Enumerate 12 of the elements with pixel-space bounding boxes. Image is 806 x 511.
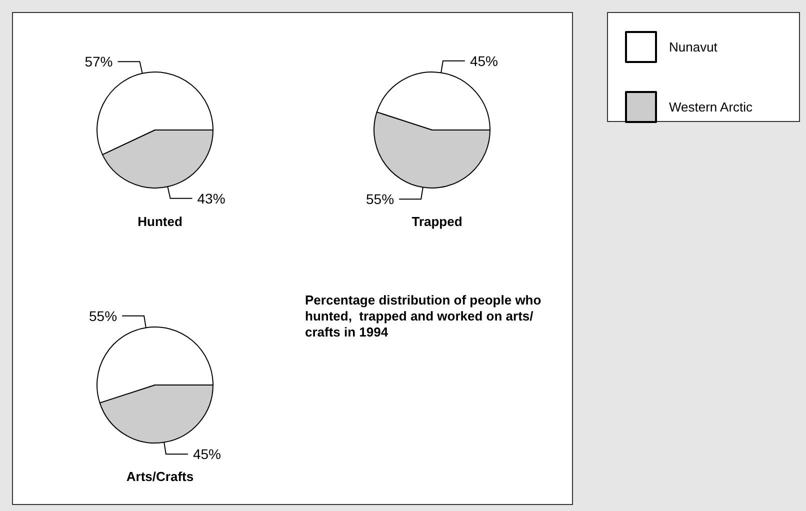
slice-label: Hunted <box>138 214 182 229</box>
data-label: 45% <box>192 446 221 462</box>
slice-label: Arts/Crafts <box>126 469 194 484</box>
data-label: 45% <box>470 52 498 69</box>
legend-label: Western Arctic <box>669 100 754 114</box>
data-label: 55% <box>89 308 118 324</box>
slice-label: Trapped <box>412 214 462 229</box>
data-label: 57% <box>84 54 113 70</box>
data-label: 55% <box>366 191 394 208</box>
legend-label: Nunavut <box>669 40 718 54</box>
text: Percentage distribution of people who hunted, trapped and worked on arts/crafts in 1994 <box>305 292 545 340</box>
data-label: 43% <box>197 190 226 206</box>
